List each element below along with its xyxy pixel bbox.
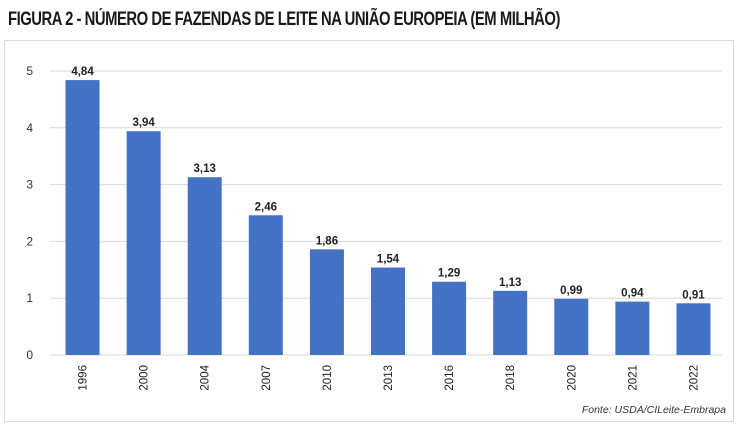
y-axis-ticks: 0 1 2 3 4 5 <box>26 64 33 362</box>
y-tick-label: 3 <box>26 178 33 192</box>
bar-2004 <box>187 177 222 355</box>
bar-2020 <box>554 298 589 355</box>
data-labels: 4,84 3,94 3,13 2,46 1,86 1,54 1,29 1,13 0,99 0,94… <box>71 66 705 301</box>
x-tick-label: 2022 <box>688 365 700 391</box>
source-note: Fonte: USDA/CILeite-Embrapa <box>581 404 726 416</box>
x-tick-label: 2000 <box>139 365 151 391</box>
y-tick-label: 5 <box>26 64 33 78</box>
data-label-2021: 0,94 <box>621 288 644 300</box>
y-tick-label: 2 <box>26 234 33 248</box>
data-label-2000: 3,94 <box>132 117 155 129</box>
data-label-2010: 1,86 <box>316 235 338 247</box>
chart-frame <box>4 40 734 422</box>
bars <box>65 80 711 355</box>
x-axis-ticks: 1996 2000 2004 2007 2010 2013 2016 2018 2020 2021… <box>78 364 701 390</box>
y-tick-label: 1 <box>26 291 33 305</box>
x-tick-label: 1996 <box>78 365 90 391</box>
x-tick-label: 2010 <box>322 365 334 391</box>
x-tick-label: 2021 <box>627 365 639 391</box>
bar-2013 <box>371 267 405 355</box>
data-label-2022: 0,91 <box>682 289 705 301</box>
bar-2000 <box>126 131 161 355</box>
data-label-2004: 3,13 <box>194 163 216 175</box>
x-tick-label: 2004 <box>200 364 212 390</box>
bar-2021 <box>615 301 650 355</box>
bar-2018 <box>493 290 528 355</box>
x-tick-label: 2013 <box>383 365 395 391</box>
data-label-2016: 1,29 <box>438 268 460 280</box>
data-label-2013: 1,54 <box>377 254 400 266</box>
y-tick-label: 4 <box>26 121 33 135</box>
bar-2010 <box>309 249 344 355</box>
bar-2007 <box>248 215 283 355</box>
y-tick-label: 0 <box>26 348 33 362</box>
x-tick-label: 2018 <box>505 365 517 391</box>
data-label-1996: 4,84 <box>71 66 94 78</box>
x-tick-label: 2020 <box>566 365 578 391</box>
bar-2022 <box>676 303 711 355</box>
x-tick-label: 2007 <box>261 365 273 391</box>
bar-1996 <box>65 80 100 355</box>
data-label-2018: 1,13 <box>499 277 521 289</box>
data-label-2007: 2,46 <box>255 201 277 213</box>
bar-2016 <box>432 281 467 355</box>
x-tick-label: 2016 <box>444 365 456 391</box>
chart-title: FIGURA 2 - NÚMERO DE FAZENDAS DE LEITE N… <box>8 9 560 30</box>
data-label-2020: 0,99 <box>560 285 582 297</box>
